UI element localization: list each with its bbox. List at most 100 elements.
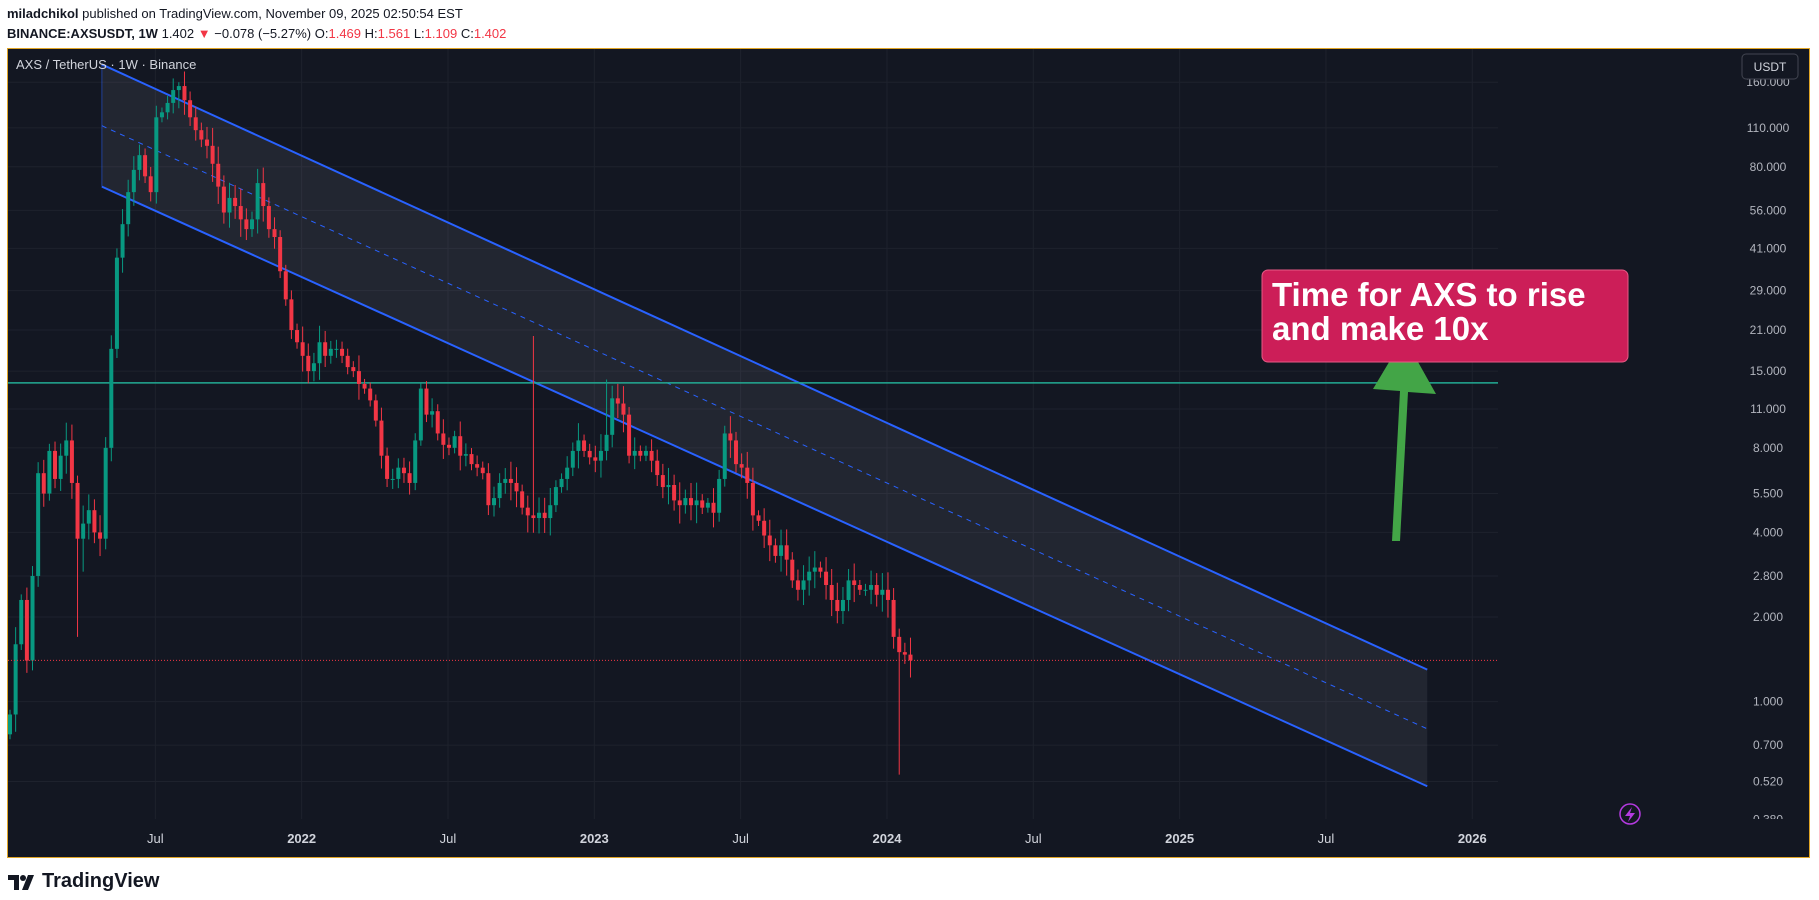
price-tick-label: 0.520 (1753, 774, 1783, 788)
candle-body (565, 467, 570, 479)
candle-body (582, 440, 587, 451)
candle (36, 462, 41, 587)
candle (705, 497, 710, 513)
candle-body (390, 478, 395, 480)
candle (897, 628, 902, 775)
up-arrow (1373, 337, 1436, 541)
close-value: 1.402 (473, 26, 507, 41)
candle-body (548, 505, 553, 519)
candle-body (784, 545, 789, 560)
candlestick-series (8, 71, 913, 775)
candle (548, 487, 553, 536)
candle-body (795, 580, 800, 590)
price-tick-label: 15.000 (1750, 364, 1787, 378)
candle-body (514, 482, 519, 492)
candle (103, 437, 108, 550)
candle (869, 570, 874, 605)
candle-body (520, 491, 525, 508)
published-text: published on TradingView.com, November 0… (82, 6, 463, 21)
candle-body (396, 467, 401, 479)
candle-body (790, 559, 795, 581)
candle (598, 434, 603, 478)
candle (632, 437, 637, 470)
candle (385, 447, 390, 488)
candle (86, 494, 91, 540)
candle-body (109, 348, 114, 448)
lightning-icon[interactable] (1619, 803, 1641, 825)
candle-body (53, 450, 58, 479)
candle-body (193, 117, 198, 131)
candle-body (317, 342, 322, 364)
price-axis-background (1498, 49, 1809, 857)
candle-body (250, 219, 255, 230)
candle-body (441, 433, 446, 445)
candle-body (24, 599, 29, 661)
candle-body (323, 342, 328, 356)
candle-body (430, 411, 435, 415)
candle (717, 469, 722, 522)
candle-body (885, 589, 890, 600)
candle (92, 499, 97, 544)
candle (593, 445, 598, 473)
candle (340, 341, 345, 364)
candle-body (233, 197, 238, 207)
currency-button[interactable]: USDT (1741, 53, 1799, 80)
candle-body (137, 155, 142, 170)
candle (379, 407, 384, 469)
candle (19, 594, 24, 650)
price-change: −0.078 (−5.27%) (214, 26, 312, 41)
candle-body (446, 444, 451, 448)
candle-body (120, 224, 125, 258)
candle (373, 394, 378, 427)
candle-body (700, 500, 705, 508)
candle (24, 587, 29, 673)
candle-body (244, 219, 249, 230)
candle (47, 443, 52, 501)
candle-body (756, 515, 761, 521)
candle (649, 439, 654, 473)
candle (463, 443, 468, 467)
annotation-box[interactable]: Time for AXS to rise and make 10x (1261, 269, 1629, 363)
candle (98, 515, 103, 557)
time-tick-label: Jul (1025, 831, 1042, 846)
candle-body (64, 440, 69, 456)
candle (418, 383, 423, 446)
candle-body (897, 636, 902, 653)
candle (424, 381, 429, 423)
candle-body (351, 367, 356, 372)
candle-body (503, 478, 508, 483)
price-tick-label: 21.000 (1750, 323, 1787, 337)
candle (176, 82, 181, 109)
candle-body (492, 498, 497, 506)
candle-body (379, 420, 384, 456)
candle-body (300, 342, 305, 356)
author-name[interactable]: miladchikol (7, 6, 79, 21)
candle (430, 398, 435, 428)
candle-body (570, 450, 575, 468)
candle (745, 451, 750, 499)
price-tick-label: 56.000 (1750, 203, 1787, 217)
candle (610, 385, 615, 448)
channel-lower-line (101, 185, 1428, 788)
candle (615, 383, 620, 418)
candle-body (19, 599, 24, 645)
price-tick-label: 8.000 (1753, 441, 1783, 455)
tradingview-logo[interactable]: TradingView (8, 870, 159, 893)
candle-body (762, 520, 767, 536)
candle-body (705, 502, 710, 508)
candle-body (278, 237, 283, 272)
candle (863, 583, 868, 596)
candle-body (210, 145, 215, 164)
candle-body (362, 383, 367, 389)
candle-body (677, 500, 682, 506)
candle-body (373, 400, 378, 421)
candle-body (261, 183, 266, 207)
candle (672, 474, 677, 511)
candle (880, 573, 885, 612)
candle (306, 343, 311, 384)
candle-body (598, 450, 603, 461)
candle (41, 459, 46, 507)
candle (289, 290, 294, 339)
